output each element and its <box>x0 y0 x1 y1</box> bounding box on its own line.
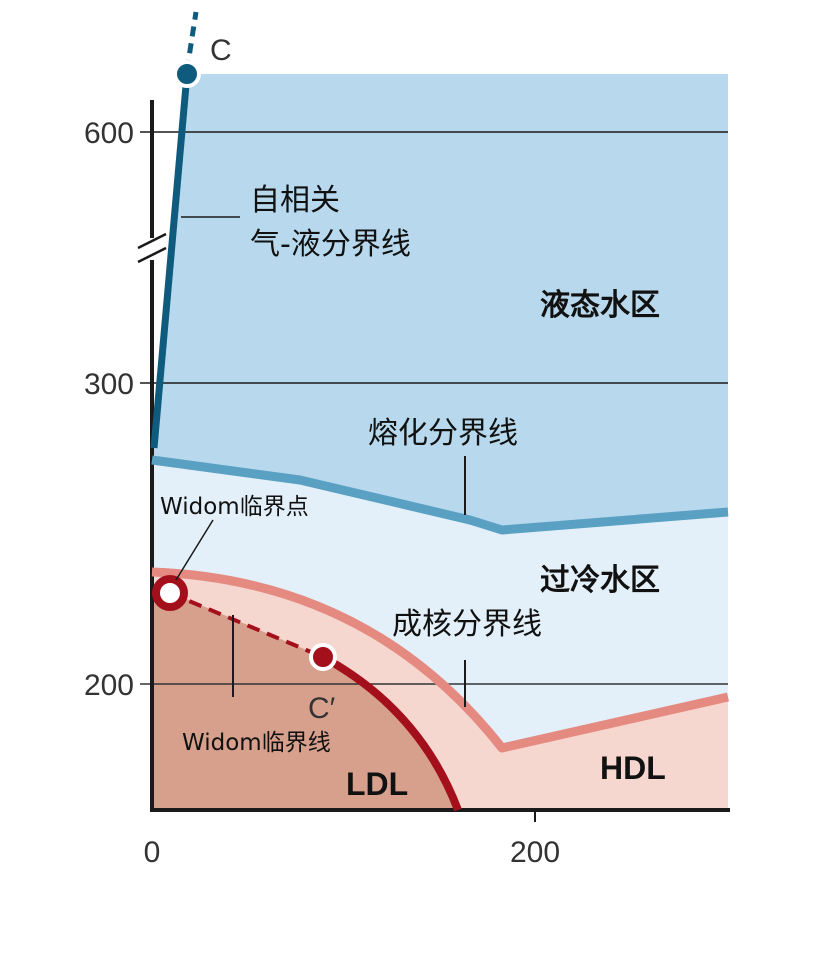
critical-point-c-marker <box>173 60 201 88</box>
x-tick-label-0: 0 <box>144 836 161 869</box>
x-tick-label-200: 200 <box>510 836 560 869</box>
hdl-label: HDL <box>600 750 666 786</box>
widom-point-leader <box>175 519 214 581</box>
nucleation-line-label: 成核分界线 <box>392 607 542 642</box>
widom-critical-point-marker <box>152 575 188 611</box>
y-tick-label-200: 200 <box>84 669 134 702</box>
gas-liquid-line <box>150 73 191 449</box>
critical-point-c-prime-label: C′ <box>308 692 336 725</box>
y-tick-label-300: 300 <box>84 368 134 401</box>
critical-point-c-label: C <box>210 34 232 67</box>
liquid-region-label: 液态水区 <box>540 288 660 323</box>
liquid-region <box>152 74 728 530</box>
gas-liquid-label-line2: 气-液分界线 <box>250 227 411 262</box>
gas-liquid-label-line1: 自相关 <box>250 183 340 218</box>
y-tick-label-600: 600 <box>84 117 134 150</box>
melting-line <box>151 455 729 535</box>
supercooled-region-label: 过冷水区 <box>540 563 660 598</box>
widom-line-label: Widom临界线 <box>182 730 331 756</box>
axis-break-icon <box>136 232 170 264</box>
critical-point-c-prime-marker <box>309 643 337 671</box>
ldl-region <box>152 590 458 810</box>
ldl-label: LDL <box>346 766 408 802</box>
nucleation-line <box>151 567 729 753</box>
widom-line-dashed <box>169 591 324 659</box>
melting-line-label: 熔化分界线 <box>368 416 518 451</box>
widom-point-label: Widom临界点 <box>160 494 309 520</box>
widom-line-solid <box>321 653 462 812</box>
